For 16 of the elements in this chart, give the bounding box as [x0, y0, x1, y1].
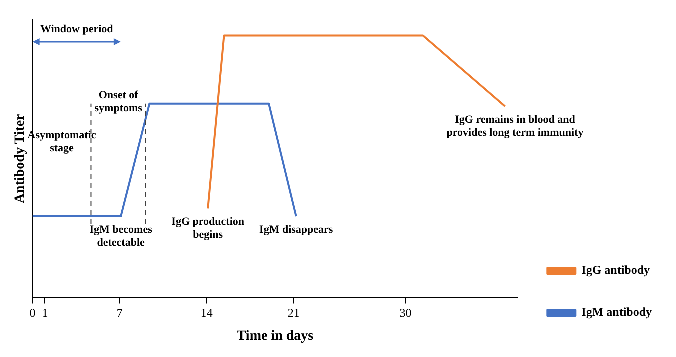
x-axis-title: Time in days: [236, 329, 314, 344]
x-tick-label: 0: [30, 306, 36, 320]
legend-label: IgM antibody: [582, 305, 652, 320]
annotation: IgM becomes detectable: [90, 224, 154, 249]
legend-label: IgG antibody: [582, 263, 650, 278]
x-tick-label: 7: [116, 306, 123, 320]
y-axis-title: Antibody Titer: [13, 114, 28, 204]
x-tick-label: 14: [200, 306, 213, 320]
annotation: IgG production begins: [172, 216, 245, 242]
annotation: Onset of symptoms: [94, 89, 144, 114]
annotation: IgG remains in blood and provides long term immunity: [446, 114, 584, 139]
x-tick-label: 30: [400, 306, 412, 320]
x-tick-label: 1: [42, 306, 48, 320]
annotation: IgM disappears: [260, 224, 334, 236]
text: Window period: [40, 23, 114, 36]
x-tick-label: 21: [288, 306, 300, 320]
